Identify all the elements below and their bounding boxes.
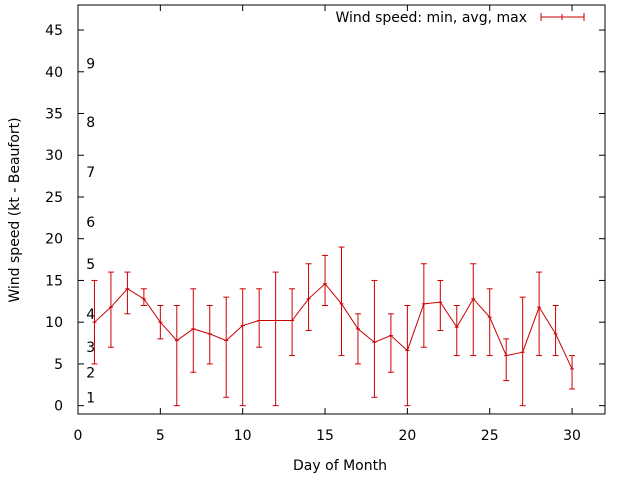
- y-tick-label: 5: [54, 357, 63, 373]
- x-tick-label: 30: [563, 428, 581, 444]
- series-line-group: [92, 283, 575, 370]
- y-axis-label: Wind speed (kt - Beaufort): [7, 117, 23, 302]
- x-axis-label: Day of Month: [293, 458, 387, 474]
- beaufort-label: 4: [86, 307, 95, 323]
- x-tick-label: 0: [74, 428, 83, 444]
- beaufort-label: 7: [86, 165, 95, 181]
- series-line: [94, 283, 573, 370]
- plot-frame: [77, 4, 606, 415]
- x-tick-label: 10: [234, 428, 252, 444]
- error-bars: [91, 246, 576, 407]
- y-tick-label: 20: [45, 232, 63, 248]
- y-tick-label: 25: [45, 190, 63, 206]
- beaufort-label: 6: [86, 215, 95, 231]
- legend: Wind speed: min, avg, max: [335, 10, 585, 26]
- beaufort-label: 9: [86, 56, 95, 72]
- x-tick-label: 25: [481, 428, 499, 444]
- x-tick-label: 20: [398, 428, 416, 444]
- x-tick-label: 15: [316, 428, 334, 444]
- beaufort-label: 8: [86, 115, 95, 131]
- y-tick-label: 10: [45, 315, 63, 331]
- legend-label: Wind speed: min, avg, max: [335, 10, 527, 26]
- beaufort-label: 5: [86, 257, 95, 273]
- y-tick-label: 0: [54, 399, 63, 415]
- y-tick-label: 30: [45, 148, 63, 164]
- beaufort-label: 1: [86, 390, 95, 406]
- x-tick-label: 5: [156, 428, 165, 444]
- x-axis-ticks: 0 5 10 15 20 25 30: [74, 5, 581, 444]
- beaufort-label: 3: [86, 340, 95, 356]
- beaufort-label: 2: [86, 365, 95, 381]
- y-tick-label: 40: [45, 65, 63, 81]
- y-tick-label: 45: [45, 23, 63, 39]
- y-tick-label: 15: [45, 273, 63, 289]
- y-tick-label: 35: [45, 107, 63, 123]
- beaufort-scale-labels: 1 2 3 4 5 6 7 8 9: [86, 56, 95, 406]
